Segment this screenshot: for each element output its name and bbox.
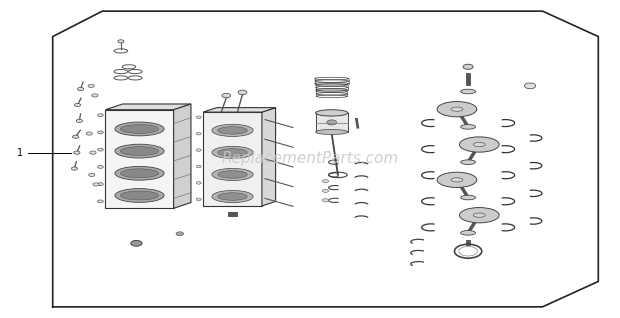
Ellipse shape: [459, 208, 499, 223]
Circle shape: [90, 151, 96, 154]
Ellipse shape: [218, 171, 247, 178]
Circle shape: [74, 151, 80, 154]
Ellipse shape: [120, 169, 159, 178]
Ellipse shape: [473, 142, 485, 147]
Ellipse shape: [212, 190, 253, 203]
Circle shape: [196, 198, 201, 201]
Ellipse shape: [451, 178, 463, 182]
Ellipse shape: [115, 144, 164, 158]
Circle shape: [76, 119, 82, 122]
Ellipse shape: [451, 107, 463, 111]
Circle shape: [92, 94, 98, 97]
Circle shape: [78, 87, 84, 91]
Ellipse shape: [473, 213, 485, 217]
Ellipse shape: [212, 124, 253, 136]
Text: ReplacementParts.com: ReplacementParts.com: [221, 151, 399, 167]
Circle shape: [196, 149, 201, 151]
Circle shape: [322, 199, 329, 202]
Circle shape: [97, 114, 103, 117]
Circle shape: [196, 165, 201, 168]
Circle shape: [463, 64, 473, 69]
Circle shape: [89, 173, 95, 176]
Ellipse shape: [459, 137, 499, 152]
Circle shape: [327, 120, 337, 125]
Circle shape: [196, 116, 201, 119]
Circle shape: [73, 135, 79, 138]
Circle shape: [525, 83, 536, 89]
Circle shape: [196, 182, 201, 184]
Circle shape: [93, 183, 99, 186]
Text: 1: 1: [17, 148, 23, 158]
Circle shape: [222, 93, 231, 98]
Ellipse shape: [461, 89, 476, 94]
Circle shape: [131, 240, 142, 246]
Circle shape: [74, 103, 81, 107]
Circle shape: [88, 84, 94, 87]
Bar: [228, 212, 237, 216]
Ellipse shape: [218, 193, 247, 200]
Circle shape: [118, 40, 124, 43]
Polygon shape: [105, 110, 174, 208]
Ellipse shape: [461, 195, 476, 200]
Circle shape: [71, 167, 78, 170]
Polygon shape: [203, 112, 262, 206]
Ellipse shape: [437, 172, 477, 188]
Polygon shape: [262, 107, 276, 206]
Circle shape: [97, 165, 103, 168]
Polygon shape: [53, 11, 598, 307]
Ellipse shape: [212, 146, 253, 159]
Ellipse shape: [461, 125, 476, 129]
Ellipse shape: [120, 147, 159, 156]
Circle shape: [176, 232, 184, 236]
Ellipse shape: [115, 166, 164, 180]
Ellipse shape: [115, 122, 164, 136]
Polygon shape: [203, 107, 276, 112]
Circle shape: [86, 132, 92, 135]
Ellipse shape: [218, 127, 247, 134]
Ellipse shape: [218, 149, 247, 156]
Circle shape: [322, 189, 329, 192]
Ellipse shape: [120, 124, 159, 133]
Ellipse shape: [316, 110, 348, 116]
Circle shape: [322, 180, 329, 183]
Ellipse shape: [316, 129, 348, 135]
Ellipse shape: [212, 169, 253, 181]
Bar: [316, 113, 348, 132]
Circle shape: [238, 90, 247, 94]
Circle shape: [97, 148, 103, 151]
Ellipse shape: [120, 191, 159, 200]
Circle shape: [97, 200, 103, 203]
Circle shape: [196, 132, 201, 135]
Ellipse shape: [115, 189, 164, 202]
Ellipse shape: [461, 160, 476, 164]
Polygon shape: [105, 104, 191, 110]
Ellipse shape: [461, 231, 476, 235]
Circle shape: [97, 131, 103, 134]
Ellipse shape: [437, 101, 477, 117]
Circle shape: [97, 183, 103, 186]
Polygon shape: [174, 104, 191, 208]
